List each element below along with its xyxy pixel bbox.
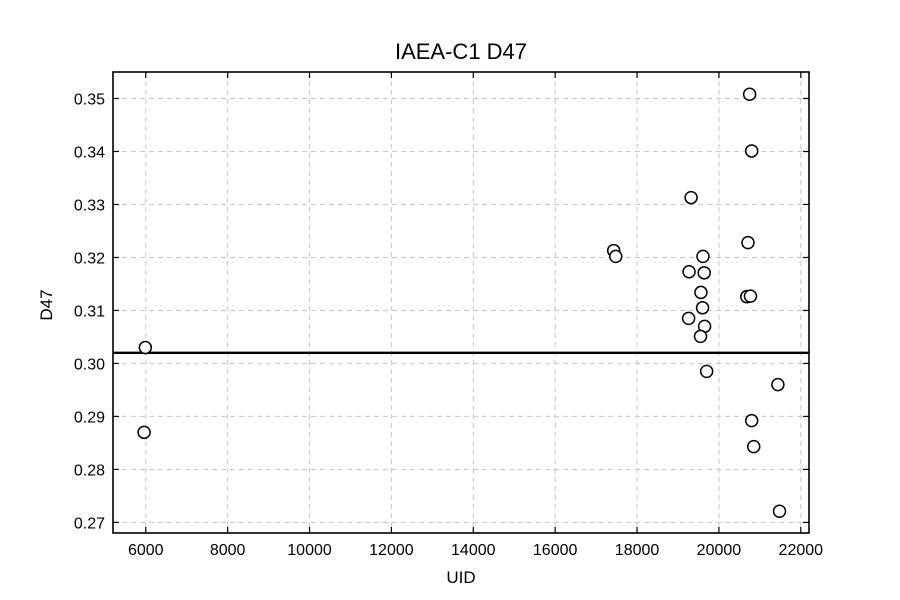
y-tick-label: 0.34 xyxy=(74,144,105,161)
data-point xyxy=(695,301,710,315)
x-tick-label: 8000 xyxy=(210,542,246,559)
grid xyxy=(113,72,809,533)
data-point xyxy=(137,425,151,440)
data-point xyxy=(743,289,758,303)
x-tick-label: 18000 xyxy=(615,542,660,559)
x-tick-label: 22000 xyxy=(779,542,824,559)
y-tick-label: 0.27 xyxy=(74,515,105,532)
y-axis-label: D47 xyxy=(37,289,56,320)
y-tick-labels: 0.27 0.28 0.29 0.30 0.31 0.32 0.33 0.34 0.35 xyxy=(74,91,105,532)
y-tick-label: 0.32 xyxy=(74,250,105,267)
y-tick-label: 0.29 xyxy=(74,409,105,426)
data-point xyxy=(684,190,698,205)
data-point xyxy=(744,413,759,428)
x-tick-label: 20000 xyxy=(697,542,742,559)
data-point xyxy=(138,340,153,355)
data-points xyxy=(137,87,787,519)
data-point xyxy=(693,329,708,344)
x-tick-label: 10000 xyxy=(287,542,332,559)
y-tick-label: 0.28 xyxy=(74,462,105,479)
data-point xyxy=(699,364,714,379)
x-tick-label: 16000 xyxy=(533,542,578,559)
data-point xyxy=(609,249,623,264)
data-point xyxy=(694,285,708,300)
data-point xyxy=(697,266,711,280)
x-tick-label: 6000 xyxy=(128,542,164,559)
y-tick-label: 0.30 xyxy=(74,356,105,373)
data-point xyxy=(744,144,759,158)
y-tick-label: 0.33 xyxy=(74,197,105,214)
data-point xyxy=(696,249,710,264)
data-point xyxy=(682,265,696,279)
data-point xyxy=(746,439,761,454)
plot-frame xyxy=(112,71,810,534)
y-tick-label: 0.31 xyxy=(74,303,105,320)
y-tick-label: 0.35 xyxy=(74,91,105,108)
axis-ticks xyxy=(113,72,809,533)
data-point xyxy=(742,87,757,102)
data-point xyxy=(741,235,755,250)
data-point xyxy=(681,311,696,326)
x-axis-label: UID xyxy=(446,568,475,587)
x-tick-label: 14000 xyxy=(451,542,496,559)
data-point xyxy=(772,504,787,519)
chart-title: IAEA-C1 D47 xyxy=(395,39,527,64)
data-point xyxy=(771,377,785,392)
x-tick-labels: 6000 8000 10000 12000 14000 16000 18000 20000 22… xyxy=(128,542,823,559)
x-tick-label: 12000 xyxy=(369,542,414,559)
